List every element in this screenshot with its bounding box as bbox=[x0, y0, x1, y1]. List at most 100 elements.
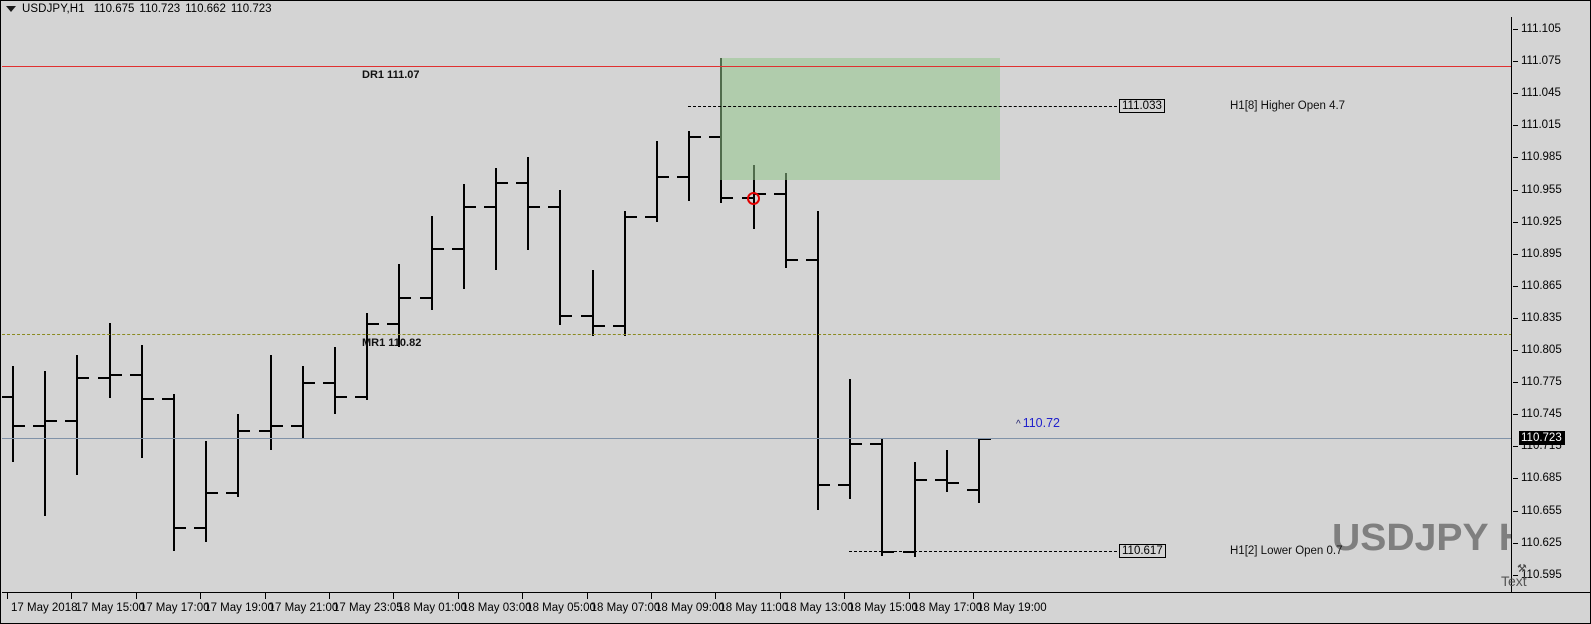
price-tick-label: 110.625 bbox=[1521, 536, 1562, 549]
chart-watermark: USDJPY H1 bbox=[1332, 517, 1511, 559]
price-tick-mark bbox=[1513, 157, 1518, 159]
time-tick-label: 18 May 09:00 bbox=[655, 602, 725, 614]
ohlc-bar-open-tick bbox=[870, 443, 883, 446]
price-tick-label: 110.655 bbox=[1521, 504, 1562, 517]
price-tick-mark bbox=[1513, 478, 1518, 480]
ohlc-bar-close-tick bbox=[431, 248, 444, 251]
ohlc-bar-range bbox=[108, 323, 111, 399]
time-tick-separator bbox=[908, 593, 910, 599]
chart-plot-area[interactable]: DR1 111.07 MR1 110.82 111.033 H1[8] Highe… bbox=[2, 17, 1512, 592]
price-tick-mark bbox=[1513, 542, 1518, 544]
ohlc-bar-range bbox=[173, 393, 175, 552]
time-tick-label: 17 May 19:00 bbox=[204, 602, 274, 614]
ohlc-bar-open-tick bbox=[838, 483, 851, 486]
time-tick-separator bbox=[7, 593, 8, 599]
last-price-line bbox=[2, 437, 1511, 439]
chart-symbol-label: USDJPY,H1 bbox=[22, 3, 85, 15]
time-tick-separator bbox=[651, 593, 652, 599]
ohlc-bar-close-tick bbox=[785, 259, 798, 262]
ohlc-bar-range bbox=[591, 269, 594, 337]
ohlc-bar-open-tick bbox=[967, 489, 979, 492]
ohlc-bar-open-tick bbox=[387, 323, 400, 326]
ohlc-bar-close-tick bbox=[367, 323, 380, 326]
ohlc-bar-range bbox=[205, 440, 208, 542]
price-axis[interactable]: 110.723 111.105 111.075 111.045 111.015 110.… bbox=[1513, 17, 1590, 592]
time-tick-separator bbox=[329, 593, 330, 599]
ohlc-bar-range bbox=[398, 264, 401, 347]
time-axis[interactable]: 17 May 2018 17 May 15:00 17 May 17:00 17 Ma… bbox=[2, 592, 1590, 623]
text-tool-label: Text bbox=[1501, 573, 1527, 589]
ohlc-bar-open-tick bbox=[580, 314, 593, 317]
price-tick-mark bbox=[1513, 253, 1518, 255]
ohlc-bar-range bbox=[913, 462, 916, 557]
dr1-resistance-line bbox=[2, 66, 1511, 68]
ohlc-bar-range bbox=[817, 210, 819, 511]
time-tick-separator bbox=[200, 593, 202, 599]
lower-open-description: H1[2] Lower Open 0.7 bbox=[1230, 545, 1343, 558]
text-cursor-icon: ⚒ bbox=[1517, 563, 1527, 575]
price-tick-label: 111.105 bbox=[1521, 23, 1561, 35]
ohlc-bar-close-tick bbox=[528, 205, 541, 208]
ohlc-bar-open-tick bbox=[162, 398, 174, 401]
ohlc-bar-range bbox=[656, 141, 658, 222]
ohlc-bar-close-tick bbox=[657, 175, 669, 178]
quote-low-value: 110.662 bbox=[185, 3, 226, 15]
ohlc-bar-range bbox=[334, 346, 336, 415]
price-tick-mark bbox=[1513, 317, 1518, 319]
ohlc-bar-range bbox=[849, 378, 852, 499]
ohlc-bar-close-tick bbox=[335, 396, 347, 398]
ohlc-bar-range bbox=[688, 130, 691, 202]
price-tick-label: 110.835 bbox=[1521, 311, 1562, 324]
time-tick-separator bbox=[586, 593, 588, 599]
chart-menu-arrow-icon[interactable] bbox=[6, 6, 16, 12]
ohlc-bar-close-tick bbox=[206, 492, 219, 495]
ohlc-bar-close-tick bbox=[818, 483, 830, 486]
ohlc-bar-close-tick bbox=[463, 205, 476, 208]
time-tick-label: 17 May 17:00 bbox=[139, 602, 210, 614]
ohlc-bar-close-tick bbox=[914, 479, 927, 482]
ohlc-bar-close-tick bbox=[77, 376, 90, 379]
ohlc-bar-close-tick bbox=[560, 314, 573, 317]
price-tick-mark bbox=[1513, 125, 1518, 127]
price-tick-label: 110.595 bbox=[1521, 568, 1562, 581]
price-tick-mark bbox=[1513, 446, 1518, 448]
ohlc-bar-range bbox=[76, 355, 79, 476]
ohlc-bar-close-tick bbox=[882, 551, 895, 554]
time-tick-label: 18 May 15:00 bbox=[848, 602, 918, 614]
price-tick-mark bbox=[1513, 414, 1518, 416]
ohlc-bar-range bbox=[140, 344, 143, 459]
time-tick-label: 18 May 03:00 bbox=[461, 602, 532, 614]
higher-open-zone-rect bbox=[720, 57, 1000, 180]
quote-high-value: 110.723 bbox=[139, 3, 181, 15]
price-tick-label: 110.955 bbox=[1521, 183, 1562, 196]
dr1-label: DR1 111.07 bbox=[362, 69, 420, 82]
time-tick-label: 18 May 07:00 bbox=[590, 602, 661, 614]
ohlc-bar-close-tick bbox=[979, 437, 991, 440]
ohlc-bar-range bbox=[559, 189, 562, 326]
price-tick-label: 110.985 bbox=[1521, 151, 1562, 164]
price-tick-mark bbox=[1513, 29, 1518, 30]
ohlc-bar-close-tick bbox=[174, 526, 186, 529]
higher-open-price-tag: 111.033 bbox=[1119, 99, 1165, 114]
ohlc-bar-close-tick bbox=[302, 382, 315, 385]
ohlc-bar-range bbox=[430, 216, 433, 311]
ohlc-bar-close-tick bbox=[721, 196, 734, 199]
bid-price-label: ^ 110.72 bbox=[1016, 416, 1060, 430]
ohlc-bar-open-tick bbox=[97, 376, 110, 379]
time-tick-label: 18 May 13:00 bbox=[783, 602, 854, 614]
ohlc-bar-open-tick bbox=[419, 296, 432, 299]
price-tick-mark bbox=[1513, 285, 1518, 287]
ohlc-bar-close-tick bbox=[45, 419, 58, 422]
ohlc-bar-open-tick bbox=[33, 424, 46, 427]
ohlc-bar-close-tick bbox=[399, 296, 412, 299]
ohlc-bar-range bbox=[527, 157, 530, 251]
time-tick-separator bbox=[715, 593, 717, 599]
ohlc-bar-range bbox=[623, 210, 626, 337]
price-tick-mark bbox=[1513, 510, 1518, 512]
price-tick-mark bbox=[1513, 221, 1518, 223]
time-tick-label: 18 May 11:00 bbox=[719, 602, 789, 614]
ohlc-bar-range bbox=[978, 437, 980, 503]
higher-open-description: H1[8] Higher Open 4.7 bbox=[1230, 100, 1346, 113]
chart-quote-header: USDJPY,H1 110.675 110.723 110.662 110.72… bbox=[1, 1, 1590, 17]
ohlc-bar-range bbox=[44, 371, 47, 516]
